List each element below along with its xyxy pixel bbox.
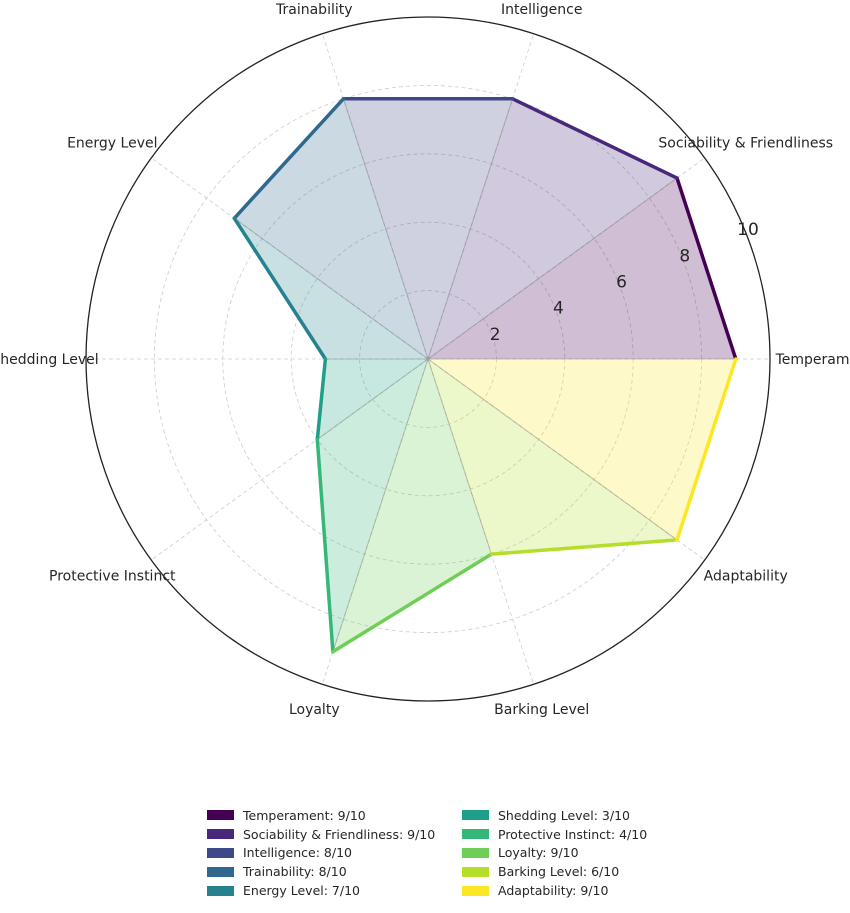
legend: Temperament: 9/10 Sociability & Friendlin… xyxy=(207,806,677,900)
grid-spoke xyxy=(427,157,705,360)
legend-label: Adaptability: 9/10 xyxy=(498,883,609,899)
legend-label: Sociability & Friendliness: 9/10 xyxy=(243,826,436,842)
grid-spoke xyxy=(321,33,429,360)
legend-item: Shedding Level: 3/10 xyxy=(462,806,677,825)
axis-label-1: Temperament xyxy=(775,352,850,368)
grid-spoke xyxy=(321,358,429,685)
legend-item: Energy Level: 7/10 xyxy=(207,881,462,900)
grid-spoke xyxy=(151,358,429,561)
legend-swatch xyxy=(207,847,234,858)
axis-label-7: Protective Instinct xyxy=(49,568,176,584)
r-tick-label: 4 xyxy=(553,299,564,319)
legend-swatch xyxy=(462,829,489,840)
legend-swatch xyxy=(207,866,234,877)
legend-label: Trainability: 8/10 xyxy=(243,864,347,880)
grid-spoke xyxy=(427,358,535,685)
grid-spoke xyxy=(427,33,535,360)
r-tick-label: 8 xyxy=(679,246,690,266)
axis-label-5: Energy Level xyxy=(67,136,157,152)
legend-label: Protective Instinct: 4/10 xyxy=(498,826,648,842)
outer-frame xyxy=(85,16,771,702)
legend-label: Loyalty: 9/10 xyxy=(498,845,579,861)
series-edge-7 xyxy=(315,437,335,654)
axis-label-9: Barking Level xyxy=(494,702,589,718)
grid-spoke xyxy=(151,157,429,360)
legend-label: Temperament: 9/10 xyxy=(243,807,366,823)
legend-swatch xyxy=(462,866,489,877)
axis-label-4: Trainability xyxy=(275,2,353,18)
legend-label: Energy Level: 7/10 xyxy=(243,883,360,899)
legend-item: Barking Level: 6/10 xyxy=(462,862,677,881)
series-edge-2 xyxy=(510,97,679,180)
r-tick-label: 10 xyxy=(737,220,759,240)
legend-item: Trainability: 8/10 xyxy=(207,862,462,881)
axis-label-6: Shedding Level xyxy=(0,352,99,368)
legend-item: Adaptability: 9/10 xyxy=(462,881,677,900)
series-edge-5 xyxy=(232,216,328,361)
legend-item: Temperament: 9/10 xyxy=(207,806,462,825)
r-tick-label: 6 xyxy=(616,272,627,292)
axis-label-2: Sociability & Friendliness xyxy=(658,136,833,152)
legend-swatch xyxy=(462,885,489,896)
legend-item: Protective Instinct: 4/10 xyxy=(462,825,677,844)
axis-label-10: Adaptability xyxy=(704,568,788,584)
legend-label: Barking Level: 6/10 xyxy=(498,864,620,880)
legend-swatch xyxy=(462,847,489,858)
series-edge-1 xyxy=(675,176,738,361)
legend-item: Loyalty: 9/10 xyxy=(462,844,677,863)
axis-label-8: Loyalty xyxy=(289,702,340,718)
legend-item: Sociability & Friendliness: 9/10 xyxy=(207,825,462,844)
grid-spoke xyxy=(427,358,705,561)
r-tick-label: 2 xyxy=(490,325,501,345)
series-edge-9 xyxy=(489,538,679,556)
axis-label-3: Intelligence xyxy=(501,2,582,18)
legend-label: Intelligence: 8/10 xyxy=(243,845,352,861)
series-edge-4 xyxy=(232,97,346,221)
series-edge-10 xyxy=(675,357,738,542)
legend-swatch xyxy=(207,885,234,896)
legend-item: Intelligence: 8/10 xyxy=(207,844,462,863)
series-edge-6 xyxy=(315,357,328,442)
legend-label: Shedding Level: 3/10 xyxy=(498,807,630,823)
series-edge-8 xyxy=(331,552,494,654)
legend-swatch xyxy=(207,829,234,840)
legend-swatch xyxy=(462,810,489,821)
grid-circle xyxy=(359,290,497,428)
legend-swatch xyxy=(207,810,234,821)
